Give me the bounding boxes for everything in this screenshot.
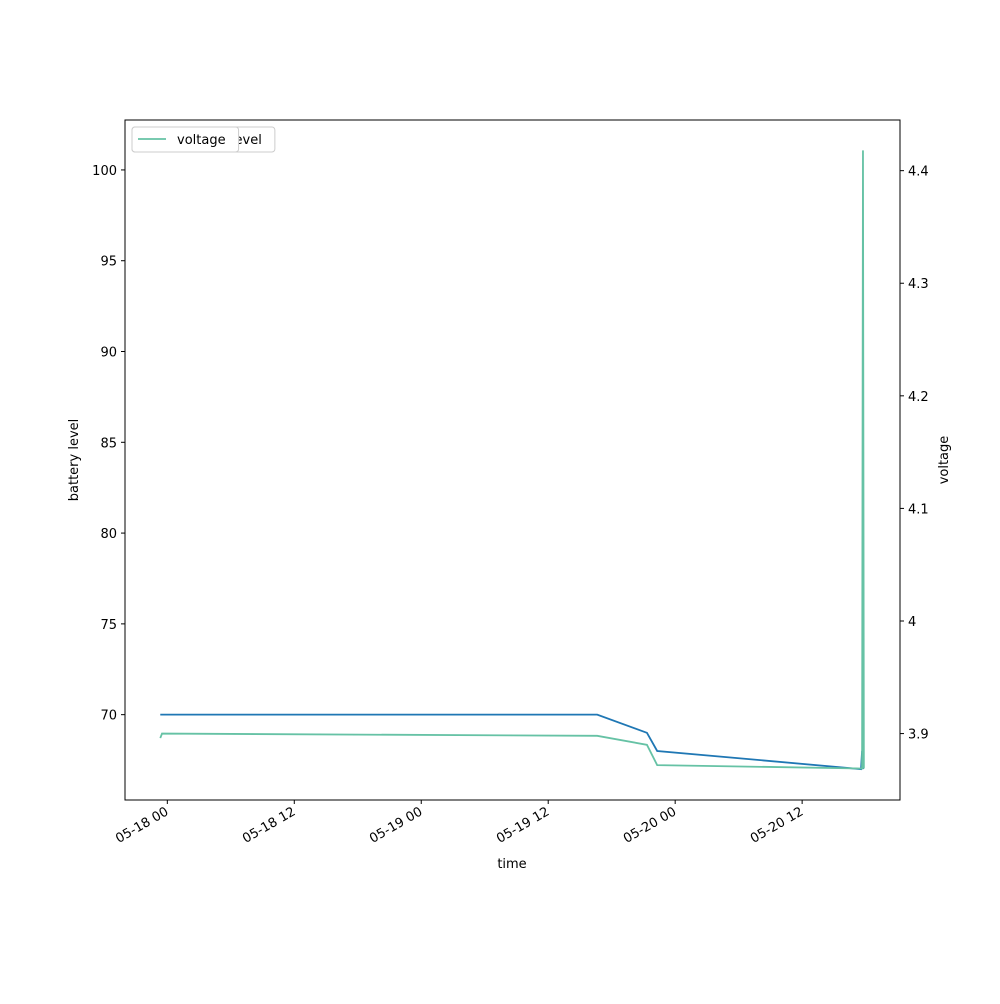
y2-axis-label: voltage (937, 436, 952, 485)
y2-tick-label: 3.9 (908, 728, 929, 743)
x-axis-label: time (497, 857, 526, 872)
y-axis-label: battery level (67, 419, 82, 502)
x-tick-label: 05-18 00 (113, 804, 171, 846)
series-line (159, 150, 865, 770)
y2-tick-label: 4.1 (908, 502, 929, 517)
y2-tick-label: 4.3 (908, 277, 929, 292)
legend-box (131, 126, 240, 153)
plot-frame (124, 119, 901, 801)
x-tick-label: 05-20 00 (621, 804, 679, 846)
y2-tick-label: 4.2 (908, 390, 929, 405)
x-tick-label: 05-18 12 (240, 804, 298, 846)
y2-tick-label: 4 (908, 615, 916, 630)
y-tick-label: 75 (100, 618, 117, 633)
legend: voltage (131, 126, 240, 153)
y-tick-label: 100 (92, 164, 117, 179)
x-tick-label: 05-19 12 (494, 804, 552, 846)
y-tick-label: 80 (100, 527, 117, 542)
y-tick-label: 85 (100, 436, 117, 451)
y2-tick-label: 4.4 (908, 165, 929, 180)
y-tick-label: 70 (100, 709, 117, 724)
y-tick-label: 90 (100, 346, 117, 361)
x-tick-label: 05-19 00 (367, 804, 425, 846)
series-line (160, 713, 864, 771)
legend-label: voltage (177, 133, 226, 148)
x-tick-label: 05-20 12 (748, 804, 806, 846)
y-tick-label: 95 (100, 255, 117, 270)
